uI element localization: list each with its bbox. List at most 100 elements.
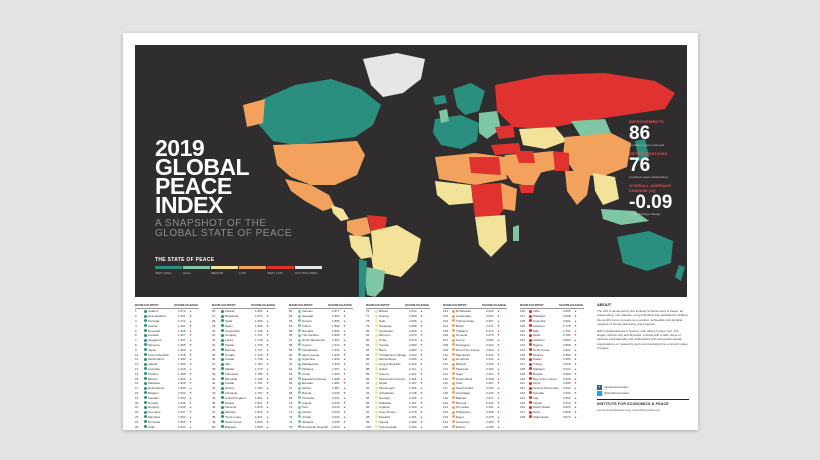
country-cell: Serbia <box>302 386 311 391</box>
score-cell: 1.936 <box>332 352 340 357</box>
country-cell: Brazil <box>456 323 464 328</box>
title-line: GLOBAL <box>155 154 250 180</box>
change-arrow-icon: ▼ <box>343 371 346 376</box>
country-cell: Japan <box>148 347 157 352</box>
score-cell: 2.059 <box>409 314 417 319</box>
score-cell: 1.369 <box>178 347 186 352</box>
country-cell: Benin <box>379 347 387 352</box>
header-score: SCORE <box>251 303 262 307</box>
change-arrow-icon: ▲ <box>266 318 269 323</box>
table-row: 43 Lithuania 1.797 ▼ <box>212 391 276 396</box>
rank-cell: 74 <box>289 419 293 424</box>
status-dot-icon <box>298 333 301 337</box>
score-cell: 1.390 <box>178 362 186 367</box>
score-cell: 2.127 <box>409 381 417 386</box>
rank-cell: 88 <box>366 366 370 371</box>
country-cell: Kuwait <box>225 381 235 386</box>
score-cell: 2.181 <box>409 414 417 419</box>
country-cell: Bahrain <box>456 395 467 400</box>
table-row: 2 New Zealand 1.221 ▼ <box>135 314 199 319</box>
status-dot-icon <box>452 314 455 318</box>
twitter-link[interactable]: @GlobPeaceIndex <box>597 391 689 396</box>
status-dot-icon <box>298 338 301 342</box>
status-dot-icon <box>375 405 378 409</box>
change-arrow-icon: ▲ <box>497 424 500 429</box>
country-cell: Indonesia <box>225 371 239 376</box>
rank-cell: 50 <box>212 424 216 429</box>
score-cell: 2.323 <box>486 347 494 352</box>
status-dot-icon <box>144 372 147 376</box>
country-cell: Algeria <box>379 419 389 424</box>
table-row: 135 Ukraine 2.950 ▼ <box>520 352 584 357</box>
change-arrow-icon: ▲ <box>574 357 577 362</box>
score-cell: 1.711 <box>255 333 263 338</box>
header-country: COUNTRY <box>529 303 544 307</box>
score-cell: 2.102 <box>409 362 417 367</box>
southern-africa-region <box>475 215 507 257</box>
score-cell: 1.566 <box>178 419 186 424</box>
score-cell: 1.072 <box>178 309 186 314</box>
status-dot-icon <box>144 367 147 371</box>
status-dot-icon <box>221 319 224 323</box>
rank-cell: 85 <box>366 352 370 357</box>
subtitle-line: GLOBAL STATE OF PEACE <box>155 228 293 239</box>
change-arrow-icon: ▲ <box>266 405 269 410</box>
libya-egypt-region <box>469 157 501 175</box>
table-row: 47 Zambia 1.819 ▼ <box>212 410 276 415</box>
table-row: 30 Costa Rica 1.706 ▲ <box>212 328 276 333</box>
table-row: 108 Nicaragua 2.312 ▼ <box>443 343 507 348</box>
country-cell: Uruguay <box>225 333 237 338</box>
rank-cell: 94 <box>366 395 370 400</box>
score-cell: 1.987 <box>332 386 340 391</box>
table-row: 15 Bhutan 1.506 ▲ <box>135 376 199 381</box>
country-cell: Greece <box>302 318 312 323</box>
status-dot-icon <box>529 357 532 361</box>
table-row: 12 Ireland 1.390 ▼ <box>135 362 199 367</box>
score-cell: 3.285 <box>563 381 571 386</box>
table-row: 128 Colombia 2.661 ▲ <box>520 319 584 324</box>
rank-cell: 97 <box>366 410 370 415</box>
score-cell: 2.044 <box>332 424 340 429</box>
country-cell: Bosnia <box>302 390 312 395</box>
table-row: 6 Canada 1.327 ▼ <box>135 333 199 338</box>
rank-cell: 142 <box>520 386 526 391</box>
country-cell: Vietnam <box>302 309 313 314</box>
column-header: RANK COUNTRY SCORE CHANGE <box>212 303 276 309</box>
status-dot-icon <box>452 381 455 385</box>
change-arrow-icon: ▼ <box>343 333 346 338</box>
table-row: 124 Cameroon 2.483 ▼ <box>443 419 507 424</box>
score-cell: 1.506 <box>178 376 186 381</box>
rank-cell: 71 <box>289 405 293 410</box>
table-row: 116 USA 2.401 ▼ <box>443 381 507 386</box>
table-row: 148 Afghanistan 3.574 ▲ <box>520 415 584 420</box>
change-arrow-icon: ▼ <box>266 342 269 347</box>
score-cell: 1.316 <box>178 328 186 333</box>
table-row: 51 Vietnam 1.877 ▲ <box>289 309 353 314</box>
mongolia-region <box>571 119 611 137</box>
bolivia-region <box>371 255 385 271</box>
website-links[interactable]: economicsandpeace.org | visionofhumanity… <box>597 408 660 413</box>
table-row: 68 Bosnia 2.000 ▼ <box>289 391 353 396</box>
table-row: 107 Kenya 2.284 ▲ <box>443 338 507 343</box>
score-cell: 2.399 <box>486 376 494 381</box>
table-row: 48 Timor-Leste 1.821 ▲ <box>212 415 276 420</box>
table-row: 82 Cuba 2.073 ▲ <box>366 338 430 343</box>
status-dot-icon <box>221 401 224 405</box>
stat-value: 86 <box>629 123 651 144</box>
table-row: 102 Guatemala 2.264 ▼ <box>443 314 507 319</box>
change-arrow-icon: ▲ <box>497 318 500 323</box>
change-arrow-icon: ▲ <box>343 376 346 381</box>
country-cell: Syria <box>533 410 540 415</box>
change-arrow-icon: ▼ <box>574 362 577 367</box>
status-dot-icon <box>529 410 532 414</box>
score-cell: 2.791 <box>563 328 571 333</box>
rank-cell: 121 <box>443 405 449 410</box>
country-cell: Poland <box>225 309 235 314</box>
ukraine-region <box>495 125 515 139</box>
rank-cell: 66 <box>289 381 293 386</box>
country-cell: Philippines <box>456 410 471 415</box>
facebook-link[interactable]: f /globalpeaceindex <box>597 385 689 390</box>
table-row: 76 Bolivia 2.044 ▲ <box>366 309 430 314</box>
score-cell: 1.419 <box>178 366 186 371</box>
change-arrow-icon: ▲ <box>189 424 192 429</box>
